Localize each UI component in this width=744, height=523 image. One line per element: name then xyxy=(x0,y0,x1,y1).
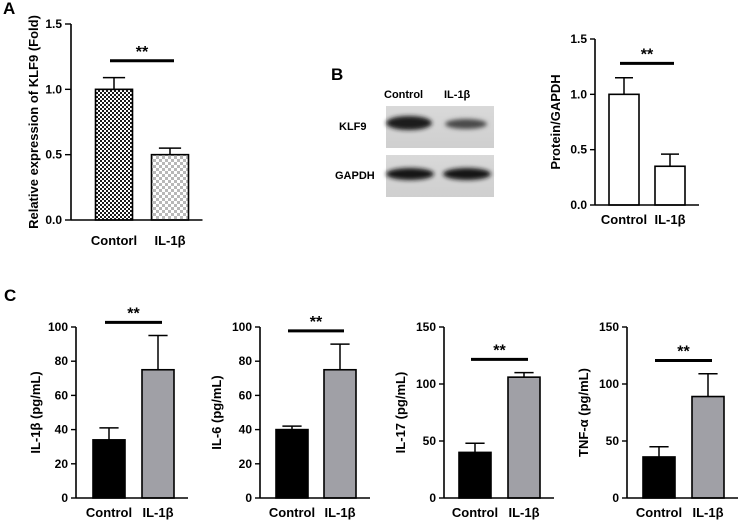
y-axis-label: IL-6 (pg/mL) xyxy=(209,375,224,449)
blot-row-label-gapdh: GAPDH xyxy=(335,170,375,182)
y-tick-label: 100 xyxy=(599,377,619,391)
y-tick-label: 0.5 xyxy=(570,143,587,157)
x-tick-label: IL-1β xyxy=(692,505,723,520)
y-axis-label: IL-1β (pg/mL) xyxy=(28,371,43,453)
bar-il1b xyxy=(152,155,189,220)
y-tick-label: 80 xyxy=(239,354,253,368)
x-tick-label: Control xyxy=(636,505,682,520)
x-tick-label: IL-1β xyxy=(654,212,685,227)
x-tick-label: IL-1β xyxy=(142,505,173,520)
y-tick-label: 1.0 xyxy=(570,87,587,101)
x-tick-label: IL-1β xyxy=(324,505,355,520)
chart-a-klf9-expression: Contorl IL-1β 0.0 0.5 1.0 1.5 Relative express… xyxy=(26,15,203,248)
panel-letter-c: C xyxy=(4,286,16,305)
gapdh-band-il1b xyxy=(443,168,491,180)
y-tick-label: 100 xyxy=(48,320,68,334)
y-axis-label: Relative expression of KLF9 (Fold) xyxy=(26,15,41,229)
y-tick-label: 0 xyxy=(612,491,619,505)
panel-letter-b: B xyxy=(331,65,343,84)
y-axis-label: Protein/GAPDH xyxy=(548,74,563,169)
y-tick-label: 60 xyxy=(55,388,69,402)
blot-lane-label-il1b: IL-1β xyxy=(444,89,471,101)
significance-label: ** xyxy=(641,46,654,63)
significance-label: ** xyxy=(310,314,323,331)
y-axis-label: IL-17 (pg/mL) xyxy=(393,372,408,454)
chart-c-tnfa: Control IL-1β 0 50 100 150 TNF-α (pg/mL) ** xyxy=(576,320,738,520)
bar-il1b xyxy=(692,397,724,498)
significance-label: ** xyxy=(127,305,140,322)
bar-il1b xyxy=(508,377,540,498)
y-tick-label: 20 xyxy=(239,457,253,471)
x-tick-label: IL-1β xyxy=(508,505,539,520)
y-tick-label: 50 xyxy=(606,434,620,448)
significance-label: ** xyxy=(493,342,506,359)
y-tick-label: 1.5 xyxy=(45,17,62,31)
y-tick-label: 0.5 xyxy=(45,148,62,162)
y-tick-label: 60 xyxy=(239,388,253,402)
western-blot: Control IL-1β KLF9 GAPDH xyxy=(335,89,494,197)
y-tick-label: 40 xyxy=(239,423,253,437)
y-tick-label: 150 xyxy=(416,320,436,334)
gapdh-band-control xyxy=(386,168,434,180)
significance-label: ** xyxy=(136,44,149,61)
x-tick-label: Contorl xyxy=(91,233,137,248)
y-axis-label: TNF-α (pg/mL) xyxy=(576,368,591,457)
x-tick-label: Control xyxy=(601,212,647,227)
y-tick-label: 20 xyxy=(55,457,69,471)
chart-c-il6: Control IL-1β 0 20 40 60 80 100 IL-6 (pg/mL) ** xyxy=(209,314,370,520)
y-tick-label: 0 xyxy=(429,491,436,505)
bar-il1b xyxy=(142,370,174,498)
blot-lane-label-control: Control xyxy=(384,89,423,101)
bar-control xyxy=(609,94,639,205)
chart-c-il17: Control IL-1β 0 50 100 150 IL-17 (pg/mL) ** xyxy=(393,320,554,520)
bar-il1b xyxy=(655,166,685,205)
significance-label: ** xyxy=(677,344,690,361)
y-tick-label: 1.5 xyxy=(570,32,587,46)
y-tick-label: 100 xyxy=(232,320,252,334)
x-tick-label: Control xyxy=(86,505,132,520)
x-tick-label: Control xyxy=(452,505,498,520)
y-tick-label: 40 xyxy=(55,423,69,437)
chart-c-il1b: Control IL-1β 0 20 40 60 80 100 IL-1β (pg/mL) ** xyxy=(28,305,188,520)
y-tick-label: 0.0 xyxy=(570,198,587,212)
y-tick-label: 50 xyxy=(423,434,437,448)
bar-control xyxy=(276,430,308,498)
bar-control xyxy=(96,89,133,220)
chart-b-protein-gapdh: Control IL-1β 0.0 0.5 1.0 1.5 Protein/GAPDH ** xyxy=(548,32,699,227)
bar-il1b xyxy=(324,370,356,498)
y-tick-label: 150 xyxy=(599,320,619,334)
y-tick-label: 1.0 xyxy=(45,82,62,96)
y-tick-label: 0 xyxy=(245,491,252,505)
blot-row-label-klf9: KLF9 xyxy=(339,121,367,133)
bar-control xyxy=(459,452,491,498)
y-tick-label: 80 xyxy=(55,354,69,368)
y-tick-label: 0 xyxy=(61,491,68,505)
x-tick-label: IL-1β xyxy=(154,233,185,248)
panel-letter-a: A xyxy=(3,0,15,18)
bar-control xyxy=(643,457,675,498)
y-tick-label: 100 xyxy=(416,377,436,391)
y-tick-label: 0.0 xyxy=(45,213,62,227)
x-tick-label: Control xyxy=(269,505,315,520)
bar-control xyxy=(93,440,125,498)
klf9-band-il1b xyxy=(445,119,487,129)
klf9-band-control xyxy=(386,116,432,130)
